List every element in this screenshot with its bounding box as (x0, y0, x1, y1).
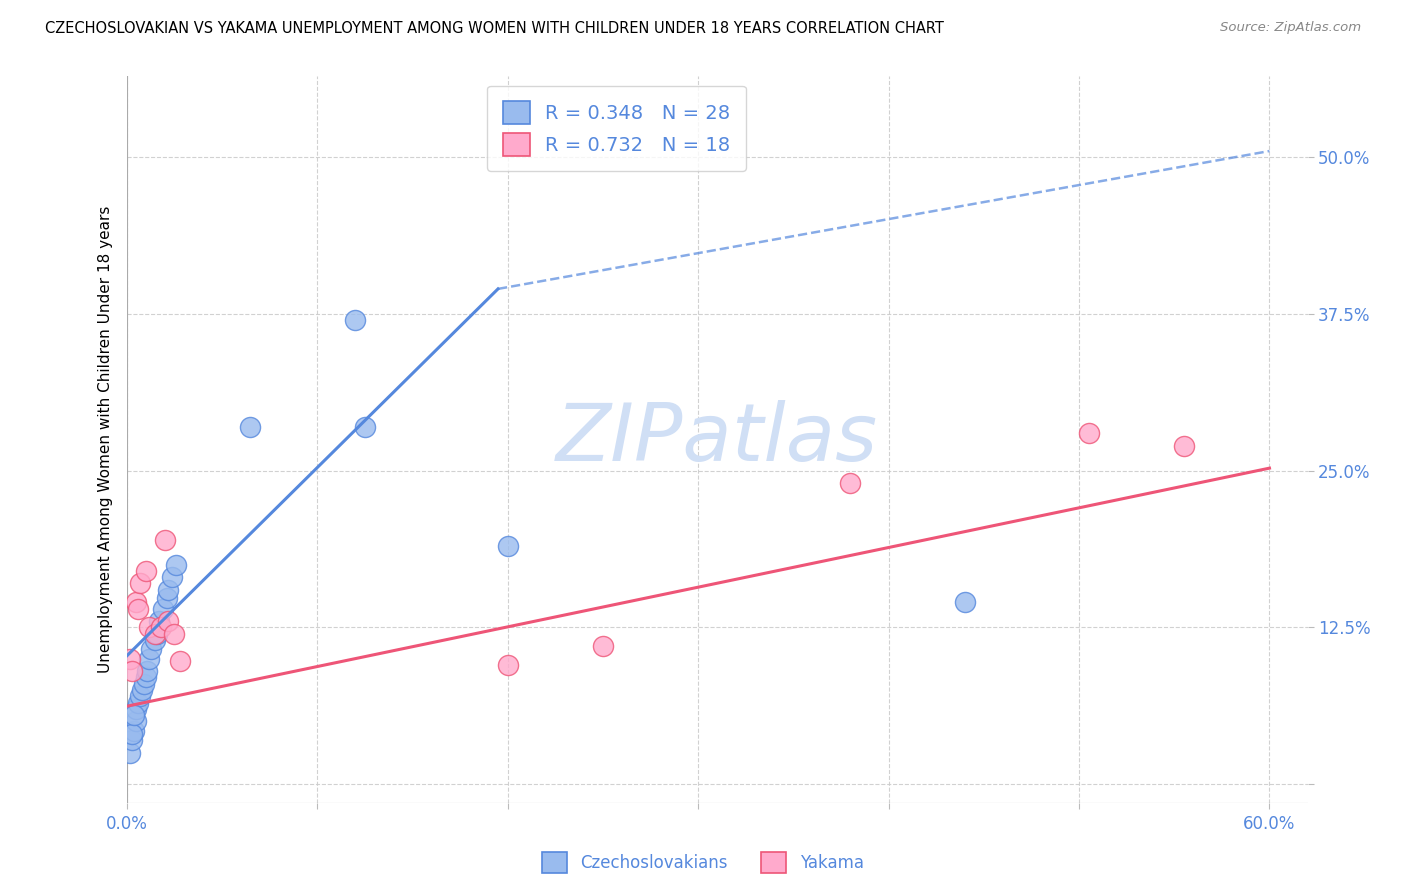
Point (592, 639, 614, 653)
Point (141, 641, 163, 656)
Point (143, 632, 166, 647)
Point (121, 733, 143, 747)
Point (128, 690, 150, 704)
Point (122, 708, 145, 723)
Point (165, 558, 187, 572)
Point (496, 539, 519, 553)
Point (132, 677, 155, 691)
Point (131, 683, 153, 698)
Point (344, 313, 367, 327)
Point (120, 651, 142, 665)
Text: CZECHOSLOVAKIAN VS YAKAMA UNEMPLOYMENT AMONG WOMEN WITH CHILDREN UNDER 18 YEARS : CZECHOSLOVAKIAN VS YAKAMA UNEMPLOYMENT A… (45, 21, 943, 36)
Text: ZIPatlas: ZIPatlas (555, 401, 879, 478)
Point (149, 620, 172, 634)
Y-axis label: Unemployment Among Women with Children Under 18 years: Unemployment Among Women with Children U… (98, 206, 114, 673)
Point (127, 696, 149, 710)
Point (163, 626, 186, 640)
Point (135, 670, 157, 684)
Legend: R = 0.348   N = 28, R = 0.732   N = 18: R = 0.348 N = 28, R = 0.732 N = 18 (486, 86, 747, 171)
Point (125, 702, 148, 716)
Point (153, 533, 176, 547)
Point (353, 419, 375, 434)
Point (162, 570, 184, 584)
Point (155, 591, 177, 606)
Point (121, 664, 143, 678)
Point (125, 595, 148, 609)
Point (120, 746, 142, 760)
Point (128, 576, 150, 591)
Point (138, 620, 160, 634)
Point (496, 657, 519, 672)
Legend: Czechoslovakians, Yakama: Czechoslovakians, Yakama (536, 846, 870, 880)
Point (127, 601, 149, 615)
Point (152, 601, 174, 615)
Point (125, 714, 148, 729)
Point (148, 614, 170, 628)
Point (157, 614, 180, 628)
Text: Source: ZipAtlas.com: Source: ZipAtlas.com (1220, 21, 1361, 34)
Point (122, 724, 145, 739)
Point (1077, 425, 1099, 440)
Point (143, 626, 166, 640)
Point (138, 651, 160, 665)
Point (146, 626, 169, 640)
Point (136, 664, 159, 678)
Point (1173, 439, 1195, 453)
Point (157, 582, 180, 597)
Point (953, 595, 976, 609)
Point (169, 654, 191, 668)
Point (121, 727, 143, 741)
Point (135, 564, 157, 578)
Point (839, 476, 862, 491)
Point (239, 419, 262, 434)
